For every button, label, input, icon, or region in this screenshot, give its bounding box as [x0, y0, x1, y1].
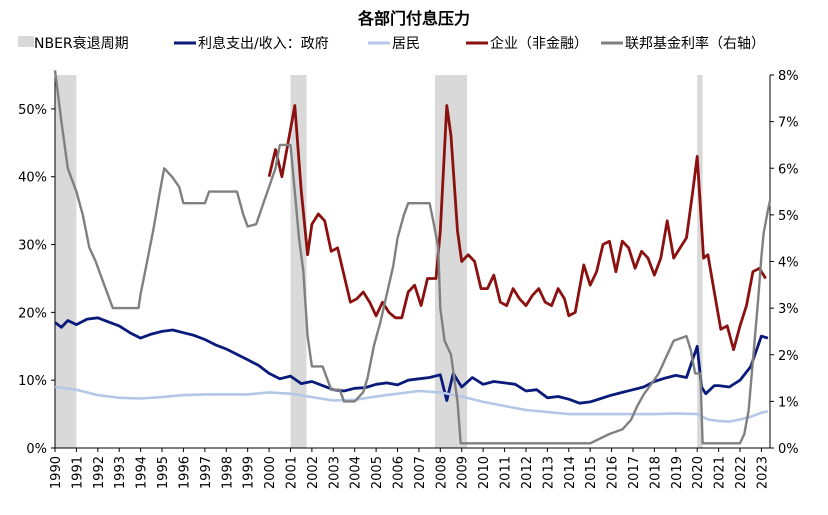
y-right-tick-label: 4% [778, 256, 799, 271]
x-tick-label: 1992 [92, 456, 107, 489]
x-tick-label: 2023 [755, 456, 770, 489]
x-tick-label: 2006 [392, 456, 407, 489]
x-tick-label: 1996 [177, 456, 192, 489]
series-line [267, 104, 767, 352]
x-tick-label: 2011 [499, 456, 514, 489]
y-right-tick-label: 8% [778, 69, 799, 84]
x-tick-label: 2008 [434, 456, 449, 489]
x-tick-label: 2014 [563, 456, 578, 489]
x-tick-label: 2000 [263, 456, 278, 489]
x-tick-label: 2017 [627, 456, 642, 489]
x-tick-label: 2019 [670, 456, 685, 489]
recession-band [697, 75, 703, 448]
series-line [54, 316, 769, 405]
legend-label: 居民 [392, 36, 420, 52]
x-tick-label: 2015 [584, 456, 599, 489]
y-left-tick-label: 40% [18, 171, 47, 186]
y-right-tick-label: 0% [778, 442, 799, 457]
y-right-tick-label: 2% [778, 349, 799, 364]
x-tick-label: 2021 [713, 456, 728, 489]
legend-label: NBER衰退周期 [34, 35, 129, 52]
recession-bands [55, 75, 703, 448]
y-left-tick-label: 50% [18, 103, 47, 118]
x-tick-label: 1990 [49, 456, 64, 489]
x-tick-label: 2022 [734, 456, 749, 489]
legend-swatch-band [18, 36, 34, 47]
x-tick-label: 2018 [648, 456, 663, 489]
y-right-tick-label: 3% [778, 302, 799, 317]
series-line [54, 385, 769, 423]
y-left-tick-label: 20% [18, 306, 47, 321]
y-right-tick-label: 5% [778, 209, 799, 224]
x-tick-label: 1999 [242, 456, 257, 489]
x-tick-label: 2020 [691, 456, 706, 489]
x-tick-label: 2013 [541, 456, 556, 489]
legend-label: 联邦基金利率（右轴） [625, 35, 765, 52]
x-tick-label: 2003 [327, 456, 342, 489]
y-left-tick-label: 30% [18, 239, 47, 254]
x-tick-label: 2001 [284, 456, 299, 489]
recession-band [55, 75, 77, 448]
legend: NBER衰退周期 利息支出/收入：政府 居民 企业（非金融） 联邦基金利率（右轴） [18, 35, 765, 52]
y-right-tick-label: 1% [778, 395, 799, 410]
y-right-tick-label: 7% [778, 116, 799, 131]
x-tick-label: 1993 [113, 456, 128, 489]
x-tick-label: 2007 [413, 456, 428, 489]
x-tick-label: 2009 [456, 456, 471, 489]
x-tick-label: 2004 [349, 456, 364, 489]
x-tick-label: 2012 [520, 456, 535, 489]
series-line [53, 70, 772, 445]
x-tick-label: 2016 [606, 456, 621, 489]
y-left-tick-label: 0% [26, 442, 47, 457]
x-tick-label: 2005 [370, 456, 385, 489]
chart-title: 各部门付息压力 [357, 9, 470, 28]
x-tick-label: 2010 [477, 456, 492, 489]
x-tick-label: 1991 [70, 456, 85, 489]
legend-label: 企业（非金融） [490, 35, 588, 52]
tick-labels: 0% 10% 20% 30% 40% 50% 0% 1% 2% 3% 4% 5% 6% 7% 8% 1990 1… [18, 69, 799, 489]
y-left-tick-label: 10% [18, 374, 47, 389]
x-tick-label: 1997 [199, 456, 214, 489]
y-right-tick-label: 6% [778, 162, 799, 177]
recession-band [290, 75, 307, 448]
x-tick-label: 1994 [135, 456, 150, 489]
x-tick-label: 1995 [156, 456, 171, 489]
legend-label: 利息支出/收入：政府 [198, 35, 329, 52]
x-tick-label: 1998 [220, 456, 235, 489]
x-tick-label: 2002 [306, 456, 321, 489]
series-lines [53, 70, 772, 445]
